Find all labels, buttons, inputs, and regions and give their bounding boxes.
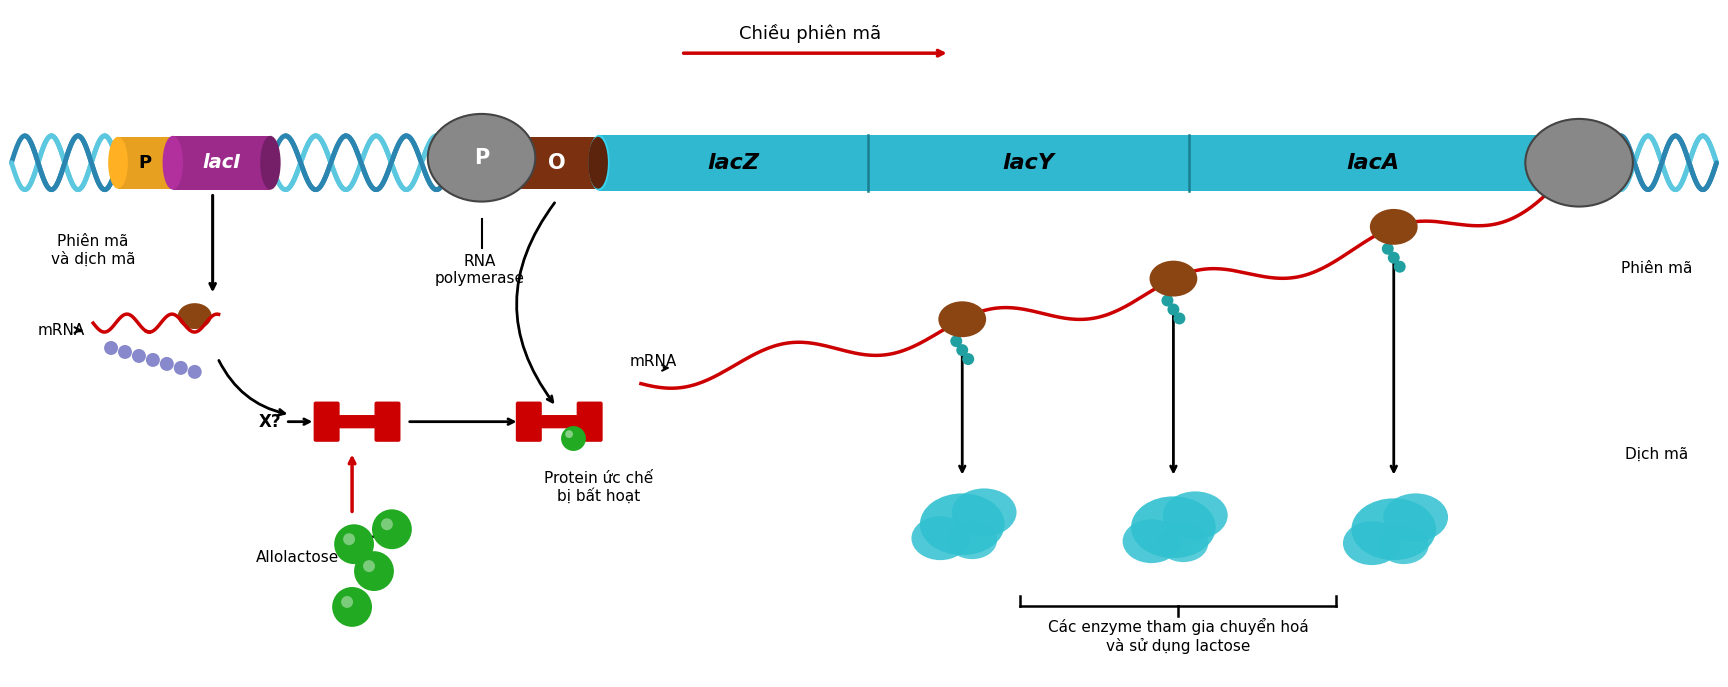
Circle shape [161, 357, 175, 371]
Circle shape [562, 426, 586, 451]
Text: Dịch mã: Dịch mã [1624, 447, 1688, 462]
Ellipse shape [444, 137, 465, 189]
Circle shape [188, 365, 202, 379]
Circle shape [1161, 295, 1173, 306]
FancyBboxPatch shape [339, 415, 377, 428]
Ellipse shape [938, 302, 987, 337]
Ellipse shape [1163, 491, 1227, 539]
Text: lacY: lacY [1002, 153, 1054, 172]
FancyBboxPatch shape [375, 402, 401, 442]
Circle shape [332, 587, 372, 627]
Ellipse shape [1149, 260, 1198, 297]
Ellipse shape [178, 303, 211, 329]
Text: RNA
polymerase: RNA polymerase [434, 254, 525, 286]
Text: Allolactose: Allolactose [256, 550, 339, 565]
Ellipse shape [506, 137, 527, 189]
Circle shape [962, 353, 975, 365]
Bar [454, 137, 515, 189]
Circle shape [118, 345, 131, 359]
Ellipse shape [109, 137, 128, 189]
Ellipse shape [1562, 135, 1583, 190]
Circle shape [145, 353, 161, 367]
FancyBboxPatch shape [577, 402, 603, 442]
Text: Phiên mã: Phiên mã [1621, 261, 1692, 275]
Circle shape [1382, 243, 1394, 255]
Text: mRNA: mRNA [629, 354, 676, 370]
Ellipse shape [1132, 497, 1217, 558]
FancyBboxPatch shape [541, 415, 579, 428]
Ellipse shape [1343, 521, 1401, 565]
Ellipse shape [1370, 209, 1417, 245]
FancyBboxPatch shape [517, 402, 543, 442]
Circle shape [1173, 313, 1185, 324]
Text: O: O [548, 153, 567, 172]
Bar [173, 136, 270, 190]
Text: P: P [138, 154, 152, 172]
Circle shape [380, 518, 392, 530]
Text: Phiên mã
và dịch mã: Phiên mã và dịch mã [50, 234, 135, 267]
Ellipse shape [1526, 119, 1633, 207]
Circle shape [131, 349, 145, 363]
Circle shape [354, 551, 394, 591]
Text: lacI: lacI [202, 153, 240, 172]
Circle shape [334, 524, 373, 564]
Ellipse shape [911, 517, 969, 560]
Text: Các enzyme tham gia chuyển hoá
và sử dụng lactose: Các enzyme tham gia chuyển hoá và sử dụn… [1047, 618, 1308, 653]
Ellipse shape [1384, 493, 1448, 541]
Circle shape [956, 344, 968, 356]
FancyBboxPatch shape [314, 402, 340, 442]
Text: P: P [473, 148, 489, 168]
Bar [517, 137, 598, 189]
Circle shape [104, 341, 118, 355]
Ellipse shape [1123, 519, 1180, 563]
Ellipse shape [919, 493, 1004, 555]
Ellipse shape [588, 137, 608, 189]
Circle shape [175, 361, 188, 375]
Bar [600, 135, 1572, 190]
Ellipse shape [589, 135, 610, 190]
Text: lacA: lacA [1346, 153, 1400, 172]
Text: Protein ức chế
bị bất hoạt: Protein ức chế bị bất hoạt [544, 471, 653, 504]
Ellipse shape [162, 136, 183, 190]
Circle shape [950, 335, 962, 347]
Circle shape [1168, 304, 1180, 315]
Circle shape [565, 430, 574, 438]
Ellipse shape [1158, 524, 1208, 562]
Ellipse shape [952, 488, 1016, 537]
Circle shape [1394, 261, 1405, 273]
Ellipse shape [261, 136, 280, 190]
Circle shape [1388, 251, 1400, 264]
Bar [118, 137, 173, 189]
Ellipse shape [947, 521, 997, 559]
Circle shape [372, 509, 411, 549]
Text: Chiều phiên mã: Chiều phiên mã [740, 24, 881, 43]
Text: X?: X? [259, 413, 282, 431]
Circle shape [363, 560, 375, 572]
Text: lacZ: lacZ [707, 153, 760, 172]
Circle shape [344, 533, 354, 545]
Text: mRNA: mRNA [38, 323, 85, 337]
Circle shape [340, 596, 353, 608]
Ellipse shape [1379, 526, 1429, 564]
Ellipse shape [1351, 498, 1436, 560]
Ellipse shape [429, 114, 536, 201]
